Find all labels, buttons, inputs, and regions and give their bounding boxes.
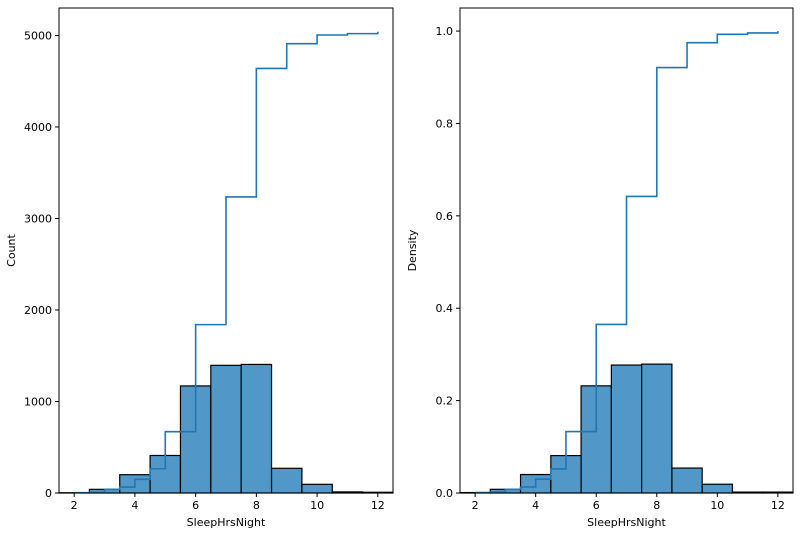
y-tick-label: 0.6	[436, 210, 454, 223]
y-tick-label: 0.8	[436, 117, 454, 130]
x-tick-label: 8	[653, 499, 660, 512]
y-tick-label: 4000	[24, 121, 52, 134]
y-tick-label: 1000	[24, 395, 52, 408]
x-axis-title: SleepHrsNight	[187, 516, 266, 529]
plot-frame	[459, 7, 794, 494]
y-tick-label: 3000	[24, 212, 52, 225]
x-tick-label: 4	[532, 499, 539, 512]
x-tick-label: 4	[131, 499, 138, 512]
histogram-bar	[240, 363, 273, 494]
x-axis-title: SleepHrsNight	[587, 516, 666, 529]
histogram-bar	[641, 363, 673, 494]
y-axis-title: Count	[5, 233, 18, 266]
cumulative-step-line	[74, 31, 379, 494]
y-tick-label: 0	[45, 487, 52, 500]
y-tick-label: 5000	[24, 29, 52, 42]
count-histogram-panel: 2 4 6 8 10 12 0 1000 2000 3000 4000 5000 SleepHrsNig…	[5, 7, 394, 529]
y-tick-label: 0.4	[436, 302, 454, 315]
histogram-bar	[301, 483, 333, 494]
y-axis-title: Density	[406, 229, 419, 271]
x-tick-label: 6	[593, 499, 600, 512]
x-tick-label: 10	[310, 499, 324, 512]
histogram-bar	[701, 483, 734, 494]
histogram-bar	[610, 364, 643, 494]
plot-frame	[58, 7, 394, 494]
x-tick-label: 12	[371, 499, 385, 512]
x-tick-label: 8	[253, 499, 260, 512]
histogram-bar	[270, 467, 303, 494]
x-tick-label: 6	[192, 499, 199, 512]
histogram-bar	[671, 467, 703, 494]
x-tick-label: 10	[710, 499, 724, 512]
x-tick-label: 2	[472, 499, 479, 512]
histogram-bar	[210, 364, 242, 494]
y-tick-label: 0.0	[436, 487, 454, 500]
y-tick-label: 2000	[24, 304, 52, 317]
y-tick-label: 0.2	[436, 395, 454, 408]
y-tick-label: 1.0	[436, 25, 454, 38]
density-histogram-panel: 2 4 6 8 10 12 0.0 0.2 0.4 0.6 0.8 1.0 SleepHrsNight D…	[406, 7, 794, 529]
x-tick-label: 12	[771, 499, 785, 512]
cumulative-step-line	[475, 31, 779, 494]
x-tick-label: 2	[71, 499, 78, 512]
